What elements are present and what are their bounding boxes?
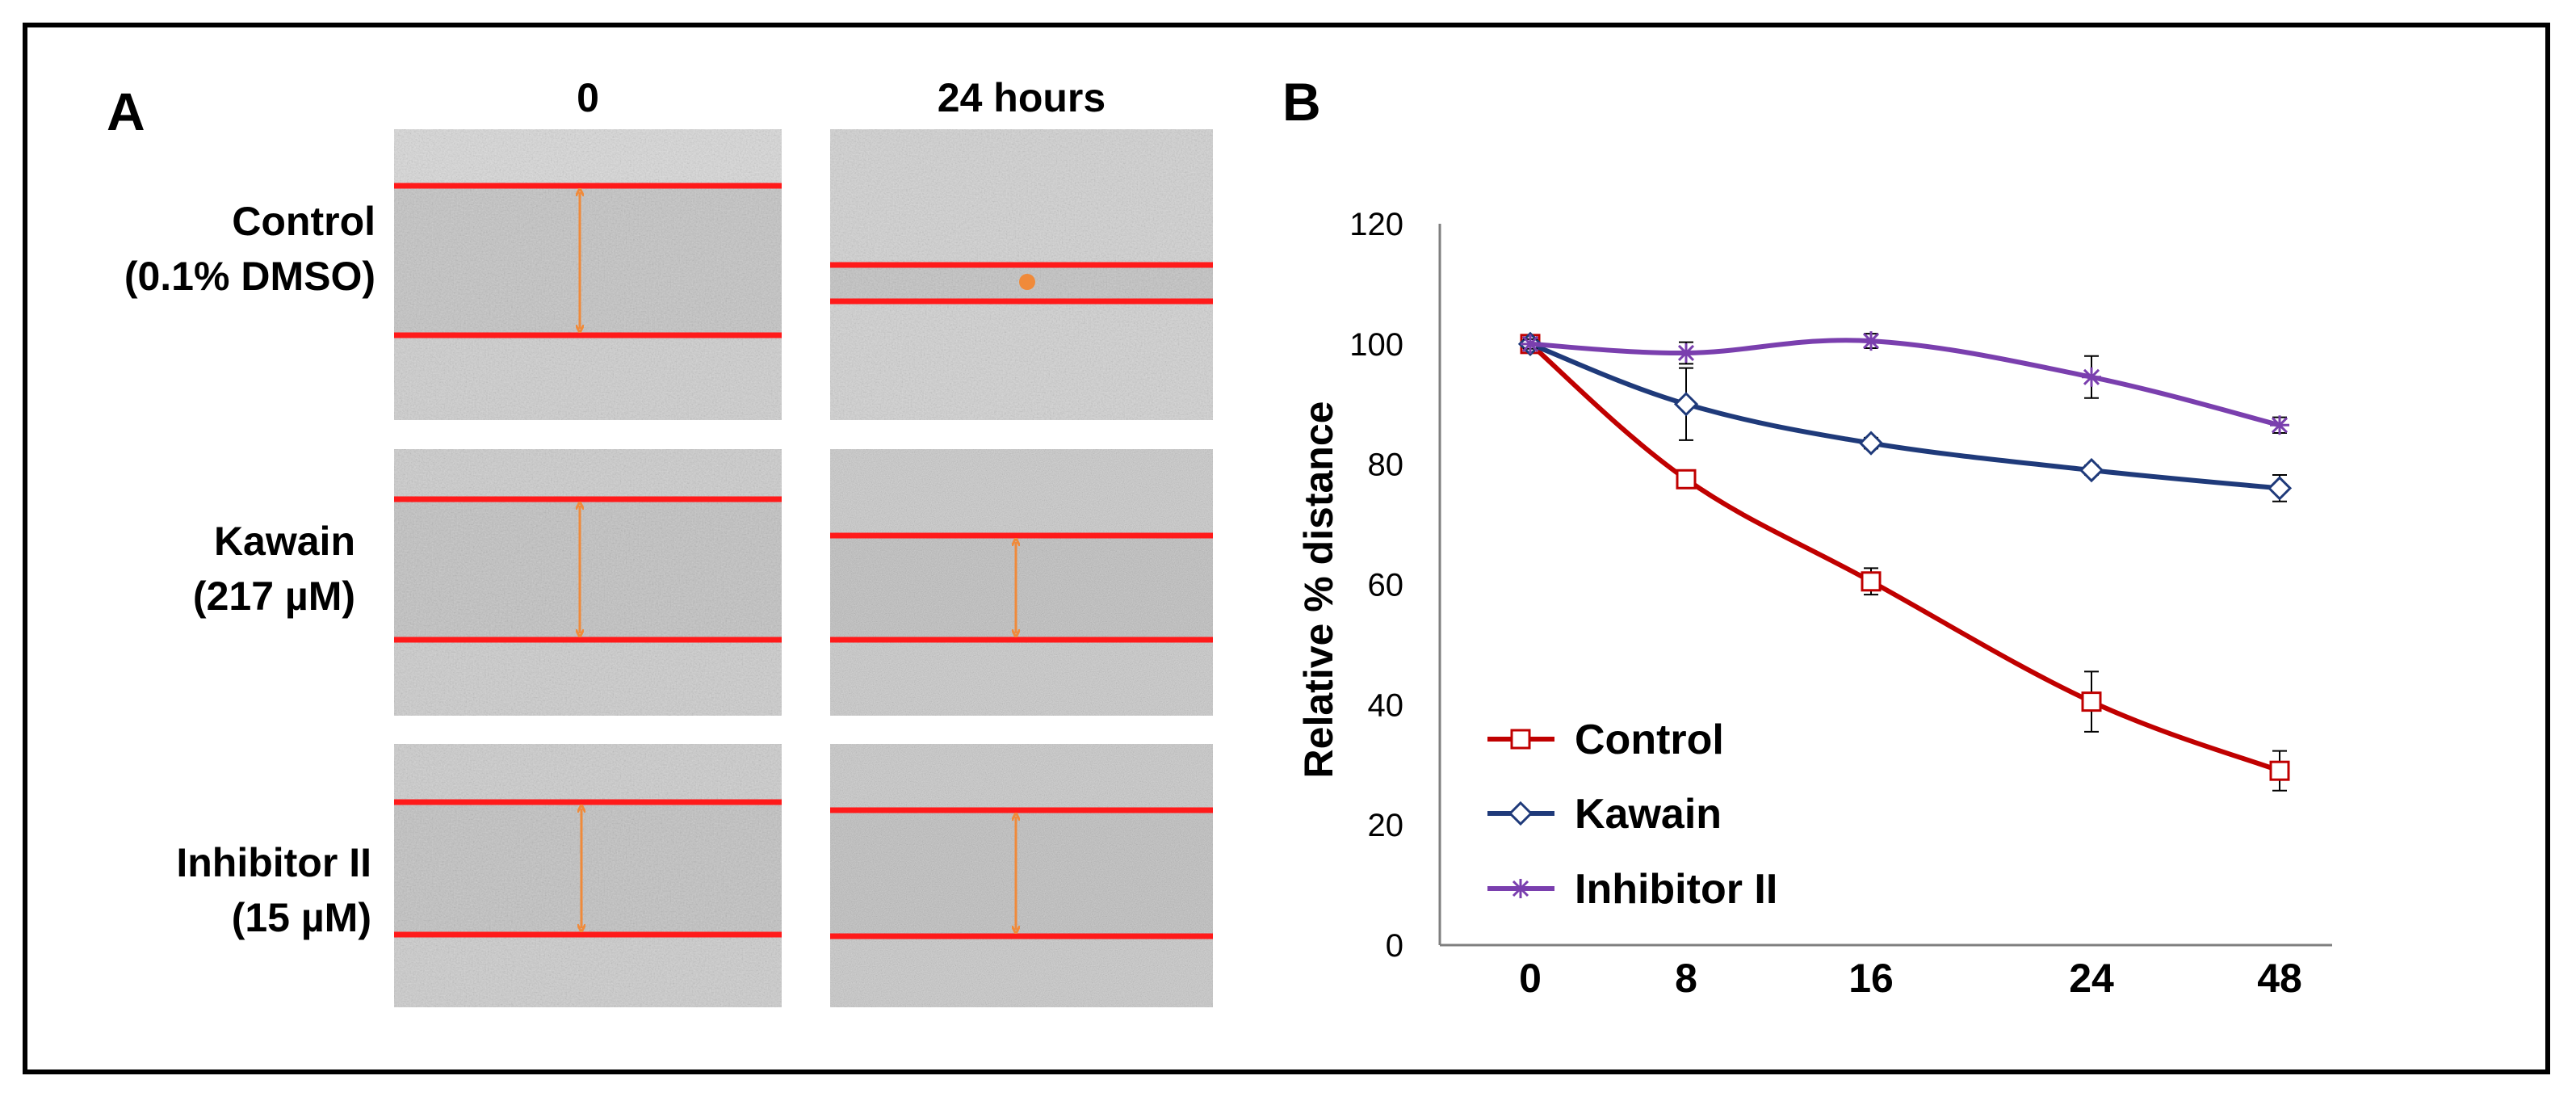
- data-point-control: [1861, 571, 1882, 592]
- data-point-inhibitor-ii-stroke: [1862, 333, 1880, 350]
- x-tick-label: 0: [1519, 956, 1542, 1001]
- time-header-0: 0: [577, 75, 599, 120]
- x-tick-label: 16: [1848, 956, 1894, 1001]
- y-tick-label: 80: [1368, 448, 1404, 483]
- data-point-inhibitor-ii-stroke: [2271, 417, 2289, 434]
- panel-a-letter: A: [107, 82, 145, 141]
- legend-marker-inhibitor-ii-stroke: [1512, 880, 1529, 897]
- data-point-kawain: [1673, 392, 1699, 417]
- x-tick-label: 24: [2069, 956, 2114, 1001]
- row-label-control-line2: (0.1% DMSO): [124, 254, 375, 299]
- data-point-inhibitor-ii: [1676, 342, 1696, 363]
- series-line-control: [1529, 342, 2281, 774]
- row-label-inhibitor-line1: Inhibitor II: [176, 840, 371, 885]
- y-tick-label: 60: [1368, 568, 1404, 603]
- data-point-inhibitor-ii: [1521, 334, 1540, 354]
- data-point-inhibitor-ii-stroke: [1521, 335, 1539, 352]
- series-line-inhibitor-ii: [1529, 338, 2280, 428]
- data-point-kawain: [2267, 476, 2293, 501]
- row-label-kawain: Kawain (217 µM): [81, 514, 355, 624]
- row-label-control-line1: Control: [232, 199, 375, 244]
- y-tick-label: 100: [1349, 327, 1403, 363]
- row-label-kawain-line1: Kawain: [213, 519, 355, 564]
- data-point-control: [2269, 760, 2290, 781]
- y-axis-title: Relative % distance: [1296, 401, 1341, 779]
- time-header-24h: 24 hours: [937, 75, 1106, 120]
- legend-label-kawain: Kawain: [1575, 791, 1722, 838]
- micrograph-inhibitor-24h: [830, 744, 1213, 1007]
- legend-label-inhibitor-ii: Inhibitor II: [1575, 866, 1777, 913]
- micrograph-kawain-24h: [830, 449, 1213, 716]
- x-tick-label: 48: [2257, 956, 2302, 1001]
- y-tick-label: 0: [1386, 928, 1403, 964]
- legend-marker-inhibitor-ii: [1511, 879, 1530, 898]
- data-point-inhibitor-ii-stroke: [1677, 344, 1695, 362]
- data-point-control: [1676, 469, 1697, 490]
- y-tick-label: 20: [1368, 808, 1404, 843]
- data-point-kawain: [1858, 431, 1884, 456]
- legend-label-control: Control: [1575, 716, 1724, 763]
- data-point-kawain: [2079, 457, 2104, 483]
- figure-frame: [23, 23, 2550, 1074]
- micrograph-control-0h: [394, 129, 782, 420]
- row-label-inhibitor: Inhibitor II (15 µM): [81, 835, 371, 945]
- row-label-control: Control (0.1% DMSO): [81, 194, 375, 304]
- legend-marker-control: [1510, 729, 1531, 750]
- data-point-inhibitor-ii: [2082, 367, 2101, 387]
- data-point-inhibitor-ii: [1861, 331, 1881, 351]
- row-label-inhibitor-line2: (15 µM): [231, 895, 371, 940]
- row-label-kawain-line2: (217 µM): [192, 574, 355, 619]
- x-tick-label: 8: [1675, 956, 1697, 1001]
- data-point-inhibitor-ii: [2270, 415, 2289, 435]
- data-point-control: [2081, 691, 2102, 712]
- legend-marker-kawain: [1508, 801, 1533, 826]
- panel-b-letter: B: [1282, 72, 1321, 132]
- y-tick-label: 120: [1349, 207, 1403, 242]
- series-line-kawain: [1529, 342, 2280, 491]
- micrograph-inhibitor-0h: [394, 744, 782, 1007]
- micrograph-kawain-0h: [394, 449, 782, 716]
- y-tick-label: 40: [1368, 687, 1404, 723]
- data-point-inhibitor-ii-stroke: [2083, 368, 2100, 385]
- micrograph-control-24h: [830, 129, 1213, 420]
